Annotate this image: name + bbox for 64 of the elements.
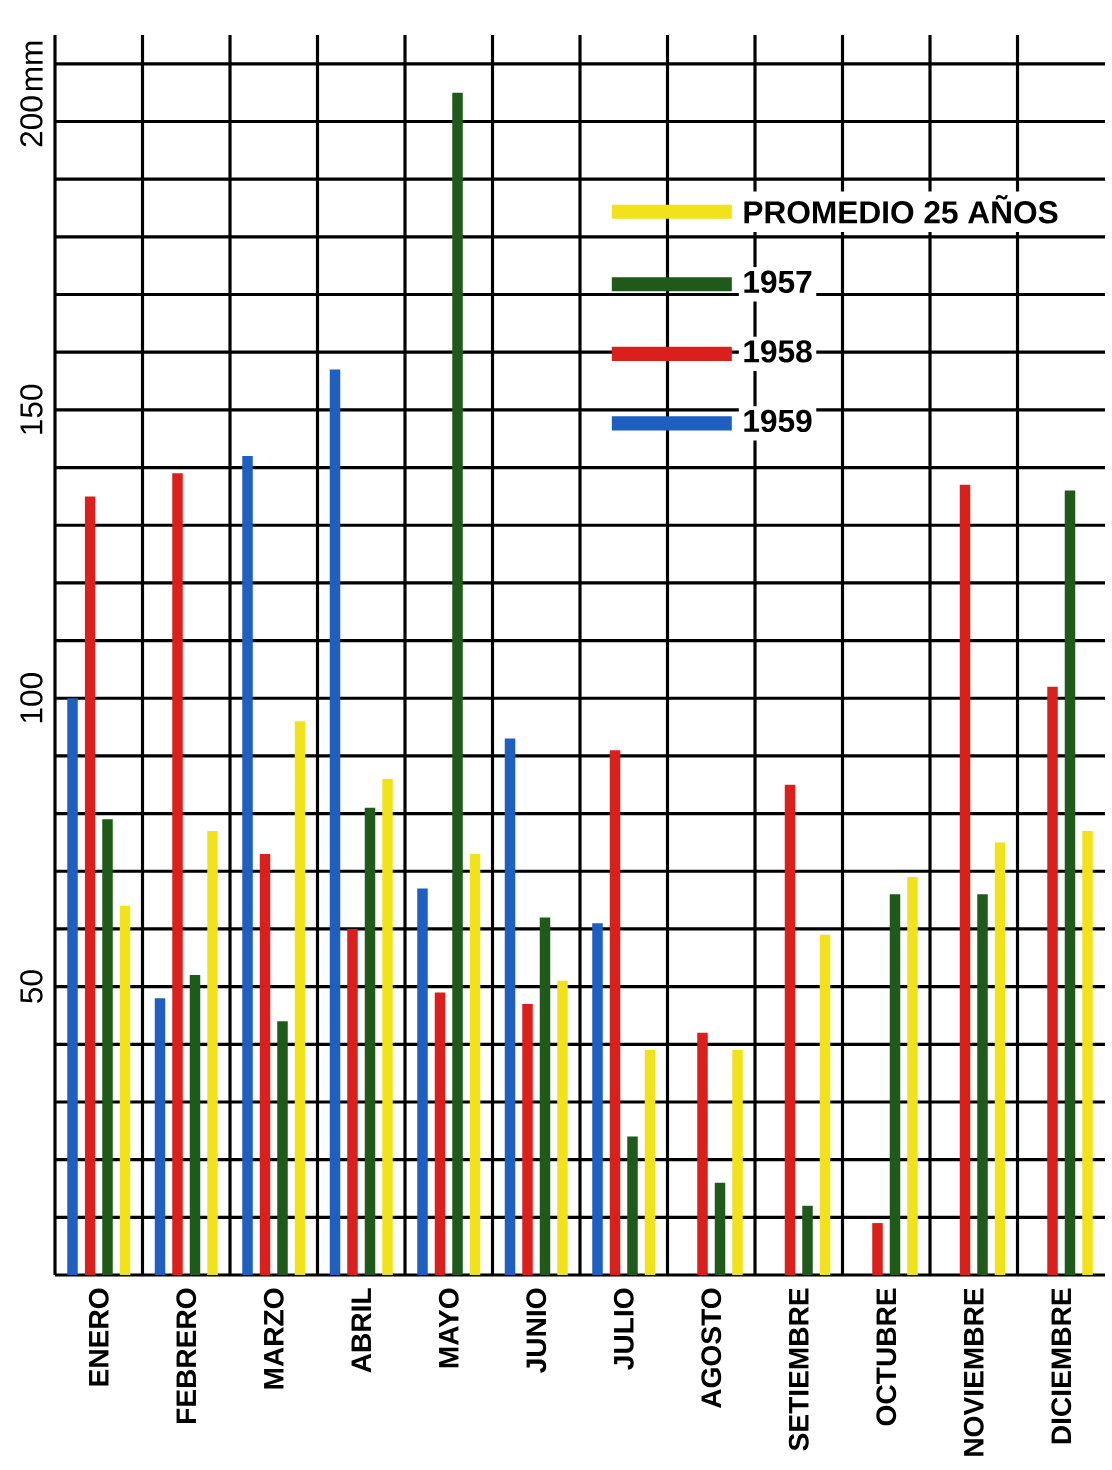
legend-label: 1957 xyxy=(744,270,812,294)
bar xyxy=(347,928,358,1275)
y-axis-title: mm xyxy=(25,41,43,91)
x-tick-label: DICIEMBRE xyxy=(1051,1288,1072,1444)
bar xyxy=(154,998,166,1275)
x-tick-label: JUNIO xyxy=(526,1288,547,1373)
bar xyxy=(1047,686,1058,1275)
bar xyxy=(959,484,971,1275)
legend-label: 1958 xyxy=(744,340,812,363)
x-tick-label: OCTUBRE xyxy=(876,1288,897,1426)
bar xyxy=(207,830,218,1275)
x-tick-label: SETIEMBRE xyxy=(788,1288,809,1451)
bar xyxy=(697,1032,708,1275)
y-tick-label: 200 xyxy=(20,96,43,147)
bar xyxy=(504,738,516,1275)
bar xyxy=(1064,490,1076,1275)
x-tick-label: MAYO xyxy=(438,1288,459,1368)
y-tick-label: 50 xyxy=(20,970,43,1003)
bar xyxy=(714,1182,726,1275)
bar xyxy=(522,1003,533,1275)
bar xyxy=(539,917,551,1275)
bar xyxy=(242,456,253,1275)
bar xyxy=(977,894,988,1275)
bar xyxy=(819,934,831,1275)
bar xyxy=(557,980,568,1275)
bar xyxy=(872,1223,883,1275)
bar xyxy=(294,721,306,1275)
bar xyxy=(84,496,96,1275)
bar xyxy=(802,1205,813,1275)
bar xyxy=(592,923,603,1275)
bar xyxy=(644,1050,656,1275)
legend-label: 1959 xyxy=(744,409,812,433)
bar xyxy=(259,853,271,1275)
bar xyxy=(469,853,481,1275)
x-tick-label: JULIO xyxy=(613,1288,634,1370)
bar xyxy=(994,842,1006,1275)
x-tick-label: AGOSTO xyxy=(701,1288,722,1409)
bar xyxy=(382,778,393,1275)
bar xyxy=(189,975,201,1275)
bar xyxy=(417,888,428,1275)
y-tick-label: 150 xyxy=(20,384,43,434)
bar xyxy=(364,807,376,1275)
bar xyxy=(119,905,131,1275)
bar xyxy=(889,894,901,1275)
bar xyxy=(434,992,446,1275)
x-tick-label: ABRIL xyxy=(351,1288,371,1373)
x-tick-label: FEBRERO xyxy=(176,1288,197,1423)
bar xyxy=(907,877,918,1275)
bar xyxy=(1082,830,1093,1275)
bar xyxy=(609,750,621,1275)
legend-label: PROMEDIO 25 AÑOS xyxy=(744,195,1058,224)
bar xyxy=(329,369,341,1275)
y-tick-label: 100 xyxy=(20,673,43,723)
bar xyxy=(627,1136,638,1275)
x-tick-label: NOVIEMBRE xyxy=(963,1288,984,1456)
bar xyxy=(277,1021,288,1275)
bar xyxy=(784,784,796,1275)
x-tick-label: ENERO xyxy=(88,1288,109,1386)
bar xyxy=(67,698,78,1275)
bar xyxy=(732,1050,743,1275)
bar xyxy=(172,473,183,1275)
bar xyxy=(452,92,463,1275)
bar xyxy=(102,819,113,1275)
x-tick-label: MARZO xyxy=(263,1288,284,1389)
